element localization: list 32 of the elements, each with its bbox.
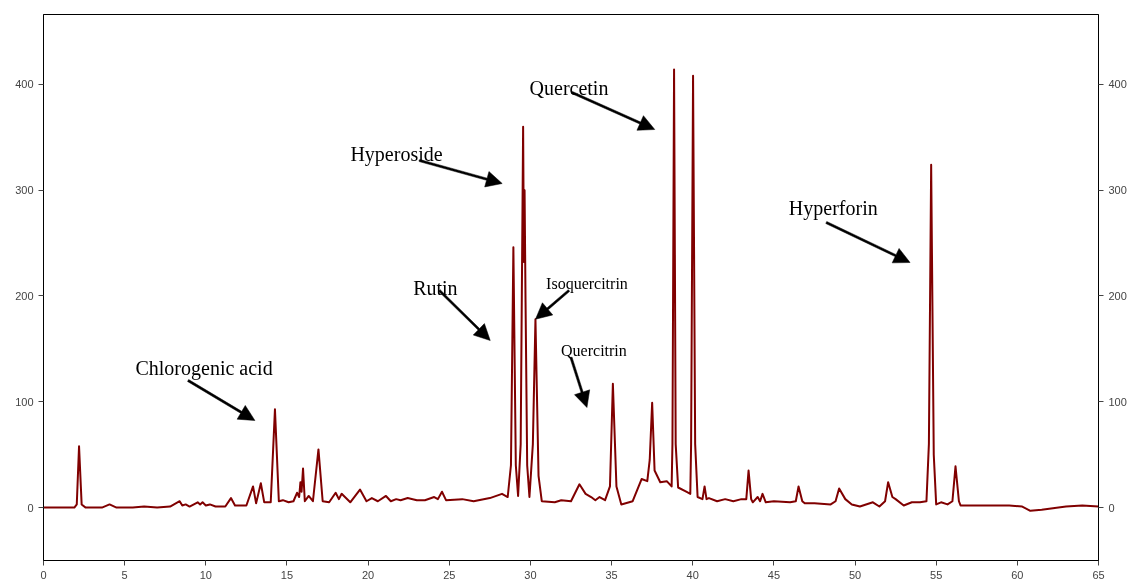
x-tick-label: 5: [121, 568, 128, 581]
annotation: Hyperforin: [788, 196, 878, 220]
x-tick-label: 50: [848, 568, 862, 581]
y-tick-label: 0: [27, 501, 34, 514]
x-tick-label: 15: [280, 568, 294, 581]
annotation: Quercetin: [529, 76, 609, 99]
y2-tick-label: 300: [1108, 184, 1127, 197]
x-tick-label: 55: [930, 568, 943, 581]
x-tick-label: 65: [1092, 568, 1105, 581]
y2-tick-label: 100: [1108, 395, 1127, 408]
y-tick-label: 200: [15, 289, 34, 302]
y2-tick-label: 400: [1108, 78, 1127, 91]
x-tick-label: 10: [199, 568, 212, 581]
y2-tick-label: 0: [1108, 501, 1115, 514]
x-tick-label: 60: [1011, 568, 1024, 581]
x-tick-label: 0: [40, 568, 47, 581]
x-tick-label: 20: [362, 568, 375, 581]
y-tick-label: 100: [15, 395, 34, 408]
x-tick-label: 45: [767, 568, 781, 581]
x-tick-label: 40: [686, 568, 699, 581]
x-tick-label: 30: [524, 568, 537, 581]
x-tick-label: 35: [605, 568, 618, 581]
y-tick-label: 300: [15, 184, 34, 197]
annotation: Chlorogenic acid: [135, 356, 273, 380]
annotation: Rutin: [413, 276, 458, 299]
x-tick-label: 25: [443, 568, 456, 581]
y2-tick-label: 200: [1108, 289, 1127, 302]
y-tick-label: 400: [15, 78, 34, 91]
line-series: [43, 68, 1099, 512]
annotation: Quercitrin: [561, 342, 627, 359]
annotation: Isoquercitrin: [546, 275, 628, 293]
annotation: Hyperoside: [350, 142, 443, 166]
